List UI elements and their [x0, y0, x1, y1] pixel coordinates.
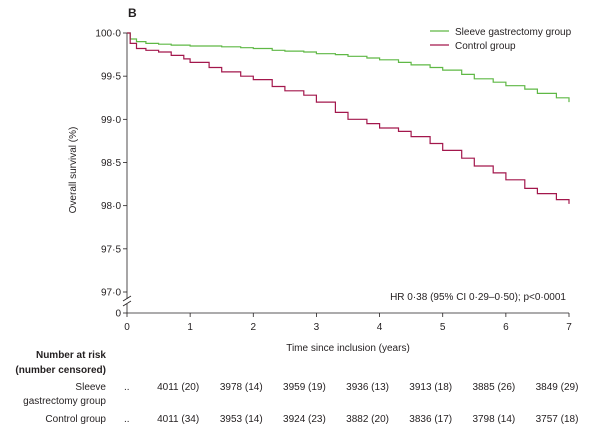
- y-tick-label: 98·0: [101, 201, 121, 212]
- x-tick-label: 5: [440, 322, 446, 333]
- x-tick-label: 1: [187, 322, 193, 333]
- x-tick-label: 4: [377, 322, 383, 333]
- y-tick-label: 99·5: [101, 72, 121, 83]
- risk-table-header-line1: Number at risk: [36, 350, 106, 361]
- risk-row-dots-sleeve: ..: [124, 382, 130, 393]
- legend: Sleeve gastrectomy group Control group: [430, 27, 572, 52]
- risk-cell-sleeve: 3885 (26): [472, 382, 515, 393]
- axis-break-slash-1: [122, 295, 132, 302]
- risk-row-label-control: Control group: [45, 414, 106, 425]
- y-axis-title: Overall survival (%): [68, 127, 79, 214]
- axes-layer: 97·0 97·5 98·0 98·5 99·0 99·5 100·0 0 0 1 2 3 4 5 6 7: [95, 29, 572, 334]
- risk-cell-sleeve: 3978 (14): [220, 382, 263, 393]
- legend-label-sleeve: Sleeve gastrectomy group: [455, 27, 572, 38]
- risk-cell-sleeve: 3849 (29): [536, 382, 579, 393]
- y-tick-label: 97·0: [101, 288, 121, 299]
- risk-cell-sleeve: 4011 (20): [157, 382, 199, 393]
- x-tick-label: 7: [566, 322, 572, 333]
- x-tick-label: 0: [124, 322, 130, 333]
- risk-row-label-sleeve-line2: gastrectomy group: [23, 396, 106, 407]
- series-line-control: [127, 32, 570, 204]
- risk-cell-sleeve: 3936 (13): [346, 382, 389, 393]
- y-tick-label-zero: 0: [115, 309, 121, 320]
- series-layer: [127, 32, 570, 204]
- series-line-sleeve: [127, 32, 570, 103]
- risk-table-header-line2: (number censored): [15, 365, 106, 376]
- x-axis-title: Time since inclusion (years): [286, 343, 410, 354]
- y-tick-label: 97·5: [101, 244, 121, 255]
- risk-cell-control: 3924 (23): [283, 414, 326, 425]
- risk-cell-control: 3836 (17): [409, 414, 452, 425]
- risk-table: Number at risk (number censored) Sleeve …: [15, 350, 578, 425]
- risk-cell-control: 3757 (18): [536, 414, 579, 425]
- risk-row-dots-control: ..: [124, 414, 130, 425]
- hazard-ratio-annotation: HR 0·38 (95% CI 0·29–0·50); p<0·0001: [390, 292, 566, 303]
- x-tick-label: 2: [251, 322, 257, 333]
- y-tick-label: 98·5: [101, 158, 121, 169]
- axis-break-mark: [122, 295, 132, 307]
- risk-cell-control: 3953 (14): [220, 414, 263, 425]
- risk-row-label-sleeve-line1: Sleeve: [75, 382, 106, 393]
- panel-label: B: [128, 6, 137, 20]
- risk-cell-control: 3798 (14): [472, 414, 515, 425]
- x-tick-label: 6: [503, 322, 509, 333]
- x-tick-label: 3: [314, 322, 320, 333]
- risk-cell-control: 3882 (20): [346, 414, 389, 425]
- risk-cell-sleeve: 3959 (19): [283, 382, 326, 393]
- risk-cell-sleeve: 3913 (18): [409, 382, 452, 393]
- y-tick-label: 99·0: [101, 115, 121, 126]
- axis-break-slash-2: [122, 300, 132, 307]
- risk-cell-control: 4011 (34): [157, 414, 199, 425]
- legend-label-control: Control group: [455, 41, 516, 52]
- y-tick-label: 100·0: [95, 29, 121, 40]
